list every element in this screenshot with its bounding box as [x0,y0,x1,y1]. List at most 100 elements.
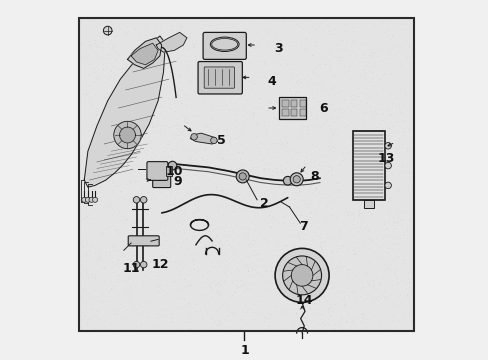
Point [193,308,201,314]
Point [353,248,361,254]
FancyBboxPatch shape [198,62,242,94]
Point [312,98,320,104]
Point [295,130,303,135]
Point [385,120,393,125]
Point [230,55,238,60]
Point [402,189,409,195]
Point [79,243,86,248]
Point [247,273,255,279]
Point [292,279,300,285]
Point [325,261,332,266]
Point [168,173,176,179]
Point [195,29,203,35]
Point [407,139,414,145]
Point [303,246,311,252]
Point [102,115,110,121]
Point [182,172,189,177]
Point [240,175,247,180]
Point [295,239,303,245]
Point [105,173,113,179]
Point [274,209,282,215]
Point [214,202,222,208]
Text: 1: 1 [240,345,248,357]
Point [265,204,273,210]
Point [365,78,373,84]
Point [118,208,126,214]
Point [261,236,269,242]
Point [354,45,362,51]
Point [395,112,403,117]
FancyBboxPatch shape [166,166,171,176]
Point [144,102,152,108]
Point [124,99,132,105]
Point [364,292,372,297]
Point [183,137,191,143]
Point [154,155,162,161]
Point [373,241,381,247]
Point [252,257,260,262]
Point [231,300,239,306]
Point [177,22,185,28]
Point [264,123,271,129]
Point [211,282,219,287]
Point [202,130,210,136]
Point [272,326,280,332]
Point [90,275,98,281]
Point [286,260,294,266]
Point [154,183,162,188]
Point [152,17,160,23]
Point [371,296,379,302]
Point [340,63,347,68]
Point [399,174,407,180]
Point [305,292,312,298]
Point [160,231,168,237]
Point [148,170,156,176]
Point [157,242,164,248]
Point [137,215,145,220]
Point [364,281,372,287]
Point [327,132,335,138]
Point [232,306,240,311]
Point [107,18,115,24]
Point [264,243,272,249]
Point [148,123,156,129]
Point [402,153,409,158]
Point [145,109,153,114]
Point [339,122,346,128]
Point [223,132,230,138]
Point [242,42,249,48]
Point [314,204,322,210]
Point [383,132,391,138]
Point [89,215,97,221]
Point [302,204,310,210]
Point [122,326,129,332]
Point [77,76,84,82]
Point [126,284,134,289]
Point [151,26,159,32]
Point [153,24,161,30]
Point [385,216,393,222]
Point [112,226,120,232]
Point [204,22,212,27]
Point [363,52,371,58]
Point [228,293,236,298]
Text: 13: 13 [377,152,395,165]
Point [273,252,281,258]
Point [337,54,345,60]
Point [271,170,279,175]
Point [351,300,359,306]
Point [344,267,351,273]
Point [401,286,409,292]
Point [185,198,193,204]
Point [352,219,360,225]
Point [376,292,384,297]
Point [242,145,249,150]
Point [194,207,202,213]
Point [101,85,109,90]
Point [163,141,171,147]
Point [81,202,89,208]
Point [122,181,129,187]
Point [148,172,156,177]
Point [98,230,106,236]
Point [180,29,188,35]
